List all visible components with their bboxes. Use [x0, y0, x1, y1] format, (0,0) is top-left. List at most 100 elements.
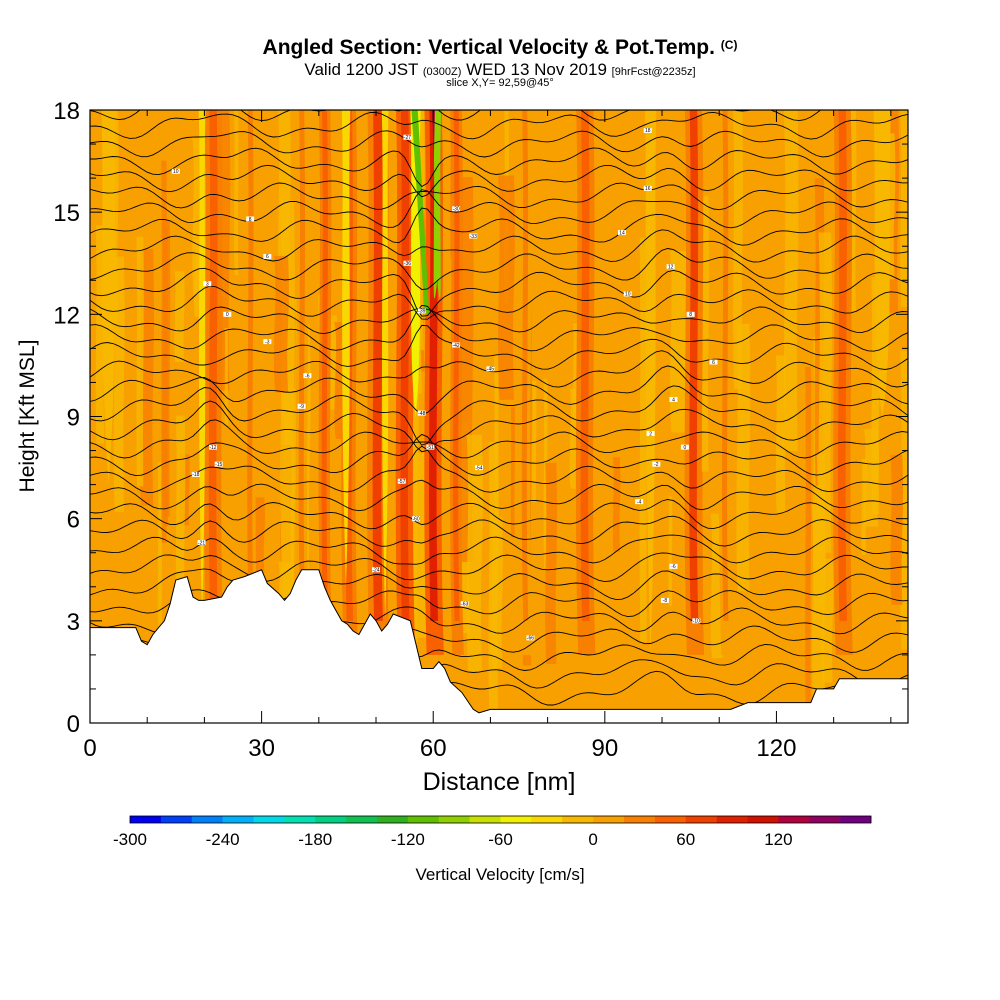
isentrope-label: -21	[198, 540, 205, 546]
field-streak	[890, 454, 904, 605]
isentrope-label: -6	[671, 564, 676, 570]
colorbar-swatch	[562, 816, 594, 823]
forecast-tag: [9hrFcst@2235z]	[611, 66, 696, 78]
x-tick-label: 60	[420, 735, 447, 762]
colorbar-swatch	[315, 816, 347, 823]
field-streak	[863, 429, 880, 527]
isentrope-line	[90, 229, 908, 263]
isentrope-label: -18	[192, 472, 199, 478]
field-streak	[783, 110, 799, 452]
colorbar-tick-label: -240	[206, 830, 240, 849]
isentrope-label: 8	[689, 312, 692, 318]
isentrope-line	[90, 306, 908, 335]
isentrope-label: -24	[372, 568, 379, 574]
field-streak	[736, 323, 751, 592]
terrain	[90, 569, 908, 723]
field-streak	[162, 220, 171, 517]
isentrope-label-bg	[403, 134, 412, 140]
isentrope-line	[90, 324, 908, 370]
updraft-core-5	[372, 110, 383, 621]
colorbar-swatch	[377, 816, 409, 823]
valid-time-line: Valid 1200 JST (0300Z) WED 13 Nov 2019 […	[0, 60, 1000, 80]
isentrope-label: -66	[527, 636, 534, 642]
isentrope-label-bg	[203, 281, 212, 287]
field-streak	[157, 462, 163, 635]
isentrope-label: 18	[645, 128, 651, 134]
isentrope-label: 2	[649, 431, 652, 437]
field-streak	[136, 236, 144, 487]
isentrope-line	[90, 552, 908, 583]
isentrope-label: 16	[645, 186, 651, 192]
colorbar-tick-label: -300	[113, 830, 147, 849]
isentrope-label-bg	[412, 516, 421, 522]
updraft-core-13	[838, 110, 847, 621]
colorbar-swatch	[778, 816, 810, 823]
isentrope-label: 10	[173, 169, 179, 175]
isentrope-label: -63	[461, 602, 468, 608]
isentrope-label-bg	[526, 635, 535, 641]
colorbar-swatch	[130, 816, 162, 823]
updraft-core-0	[208, 110, 218, 621]
isentrope-label: -54	[475, 465, 482, 471]
isentrope-label: -10	[693, 619, 700, 625]
colorbar-swatch	[716, 816, 748, 823]
updraft-core-1	[247, 110, 254, 621]
colorbar-tick-label: -120	[391, 830, 425, 849]
isentrope-label-bg	[171, 168, 180, 174]
isentrope-label: 4	[672, 397, 675, 403]
isentrope-line	[90, 365, 908, 415]
field-streak	[900, 350, 908, 650]
colorbar-swatch	[222, 816, 254, 823]
colorbar-tick-label: 60	[676, 830, 695, 849]
colorbar-swatch	[284, 816, 316, 823]
isentrope-label-bg	[692, 618, 701, 624]
colorbar-label: Vertical Velocity [cm/s]	[415, 865, 584, 884]
field-streak	[498, 175, 515, 400]
y-tick-label: 15	[53, 200, 80, 227]
field-streak	[733, 110, 743, 389]
x-tick-label: 120	[756, 735, 796, 762]
isentrope-label: -60	[412, 516, 419, 522]
x-axis-label: Distance [nm]	[423, 768, 576, 796]
isentrope-label-bg	[646, 431, 655, 437]
isentrope-label-bg	[680, 444, 689, 450]
downdraft-column-5	[101, 110, 116, 485]
isentrope-label-bg	[623, 291, 632, 297]
field-streak	[175, 415, 186, 617]
isentrope-label: -36	[404, 261, 411, 267]
isentrope-label: -33	[470, 234, 477, 240]
isentrope-label: 10	[625, 292, 631, 298]
isentrope-line	[90, 499, 908, 530]
downdraft-column-3	[381, 110, 389, 621]
isentrope-line	[90, 433, 908, 477]
updraft-core-11	[689, 110, 699, 621]
y-tick-label: 6	[67, 507, 80, 534]
updraft-core-12	[722, 110, 729, 621]
colorbar-swatch	[253, 816, 285, 823]
field-streak	[668, 496, 673, 607]
colorbar-swatch	[191, 816, 223, 823]
isentrope-line	[90, 568, 908, 601]
isentrope-label: -45	[487, 367, 494, 373]
colorbar-swatch	[407, 816, 440, 823]
colorbar-tick-label: -180	[298, 830, 332, 849]
colorbar-swatch	[747, 816, 779, 823]
colorbar-tick-label: 120	[764, 830, 792, 849]
colorbar-swatch	[438, 816, 470, 823]
isentrope-label-bg	[469, 233, 478, 239]
isentrope-label-bg	[417, 308, 426, 314]
isentrope-label: 6	[266, 254, 269, 260]
colorbar-tick-label: -60	[488, 830, 513, 849]
colorbar-swatch	[624, 816, 656, 823]
isentrope-line	[90, 182, 908, 211]
isentrope-label: 0	[684, 445, 687, 451]
isentrope-label: -3	[265, 339, 270, 345]
field-streak	[278, 110, 291, 301]
field-streak	[900, 110, 908, 308]
colorbar-swatch	[840, 816, 872, 823]
updraft-core-3	[321, 110, 329, 621]
title-main: Angled Section: Vertical Velocity & Pot.…	[262, 36, 715, 59]
isentrope-line	[90, 111, 908, 140]
colorbar-swatch	[531, 816, 563, 823]
